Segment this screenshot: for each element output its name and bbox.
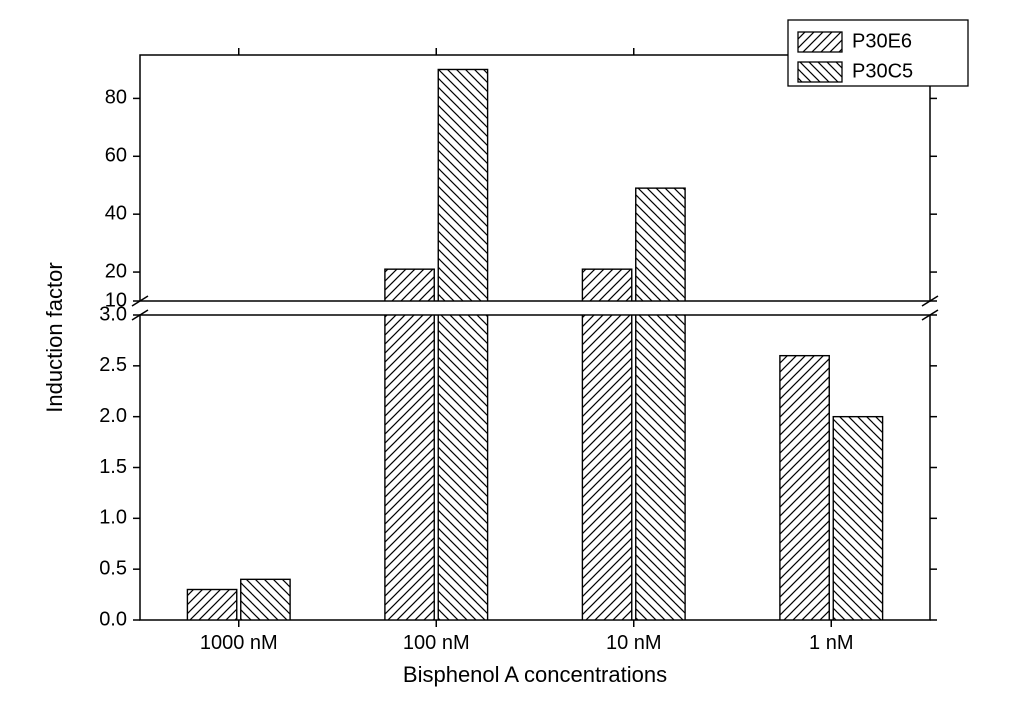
bar-P30C5-1: [438, 69, 487, 301]
y-tick-label: 2.5: [99, 354, 127, 376]
bar-P30C5-3: [833, 417, 882, 620]
x-tick-label: 1000 nM: [200, 632, 278, 654]
bar-P30E6-3: [780, 356, 829, 620]
bar-P30C5-0: [241, 579, 290, 620]
bar-P30C5-1: [438, 315, 487, 620]
bar-P30C5-2: [636, 188, 685, 301]
legend-swatch-P30E6: [798, 32, 842, 52]
y-tick-label: 40: [105, 202, 127, 224]
bar-P30E6-1: [385, 315, 434, 620]
y-tick-label: 2.0: [99, 405, 127, 427]
y-tick-label: 0.0: [99, 608, 127, 630]
y-tick-label: 60: [105, 145, 127, 167]
bar-chart: 0.00.51.01.52.02.53.010204060801000 nM10…: [0, 0, 1021, 714]
bar-P30E6-0: [187, 590, 236, 621]
y-tick-label: 1.5: [99, 456, 127, 478]
x-tick-label: 100 nM: [403, 632, 470, 654]
y-axis-label: Induction factor: [42, 262, 67, 412]
bar-P30E6-2: [582, 315, 631, 620]
chart-container: 0.00.51.01.52.02.53.010204060801000 nM10…: [0, 0, 1021, 714]
legend-label-P30E6: P30E6: [852, 31, 912, 53]
bar-P30C5-2: [636, 315, 685, 620]
legend-swatch-P30C5: [798, 62, 842, 82]
x-tick-label: 1 nM: [809, 632, 853, 654]
legend-label-P30C5: P30C5: [852, 61, 913, 83]
legend: P30E6 P30C5: [788, 20, 968, 86]
y-tick-label: 10: [105, 289, 127, 311]
bar-P30E6-1: [385, 269, 434, 301]
y-tick-label: 20: [105, 260, 127, 282]
bar-P30E6-2: [582, 269, 631, 301]
y-tick-label: 1.0: [99, 507, 127, 529]
x-axis-label: Bisphenol A concentrations: [403, 662, 667, 687]
y-tick-label: 80: [105, 87, 127, 109]
plot-frame-upper: [140, 55, 930, 301]
y-tick-label: 0.5: [99, 557, 127, 579]
x-tick-label: 10 nM: [606, 632, 662, 654]
